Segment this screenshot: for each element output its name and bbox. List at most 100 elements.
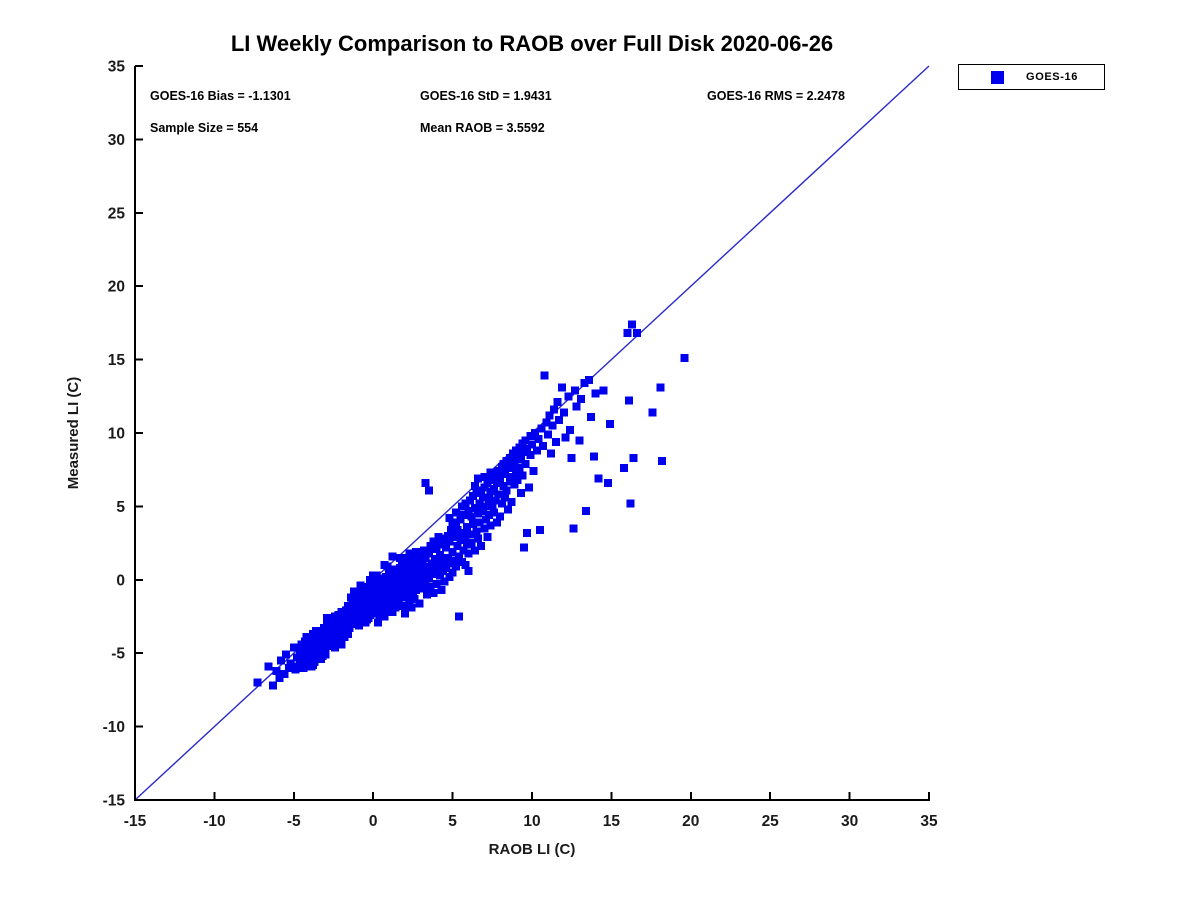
- scatter-point: [570, 386, 579, 395]
- scatter-point: [378, 603, 387, 612]
- scatter-point: [510, 480, 519, 489]
- scatter-point: [528, 440, 536, 449]
- scatter-point: [547, 449, 556, 458]
- scatter-point: [585, 376, 594, 385]
- scatter-point: [313, 653, 322, 662]
- scatter-point: [304, 650, 313, 659]
- scatter-point: [456, 534, 465, 543]
- scatter-point: [623, 329, 632, 338]
- scatter-point: [405, 549, 414, 558]
- scatter-point: [505, 453, 514, 462]
- scatter-point: [489, 508, 498, 517]
- scatter-point: [396, 553, 405, 562]
- scatter-point: [337, 613, 346, 622]
- scatter-point: [474, 474, 483, 483]
- scatter-point: [483, 478, 492, 487]
- scatter-point: [604, 478, 613, 487]
- scatter-point: [413, 568, 422, 577]
- scatter-point: [366, 605, 375, 614]
- scatter-point: [526, 451, 535, 460]
- scatter-point: [445, 572, 454, 581]
- scatter-point: [427, 559, 436, 568]
- scatter-point: [404, 587, 413, 596]
- scatter-point: [648, 408, 657, 417]
- scatter-point: [443, 531, 452, 540]
- scatter-point: [361, 608, 370, 617]
- scatter-point: [575, 436, 584, 445]
- scatter-point: [380, 612, 389, 621]
- scatter-point: [485, 495, 494, 504]
- scatter-point: [494, 490, 503, 499]
- scatter-point: [507, 497, 516, 506]
- scatter-point: [567, 453, 576, 462]
- scatter-point: [496, 512, 505, 521]
- scatter-point: [550, 405, 559, 414]
- scatter-point: [494, 467, 503, 476]
- scatter-point: [450, 556, 459, 565]
- scatter-point: [383, 562, 392, 571]
- scatter-point: [445, 537, 454, 546]
- x-tick-label: -5: [287, 813, 301, 830]
- scatter-point: [459, 546, 468, 555]
- scatter-point: [461, 536, 470, 545]
- scatter-point: [477, 542, 486, 551]
- scatter-point: [564, 392, 573, 401]
- chart-title: LI Weekly Comparison to RAOB over Full D…: [230, 31, 834, 56]
- scatter-point: [470, 546, 479, 555]
- scatter-point: [545, 411, 554, 420]
- scatter-point: [470, 481, 479, 490]
- scatter-point: [466, 530, 475, 539]
- x-tick-label: 35: [920, 813, 938, 830]
- scatter-point: [334, 631, 343, 640]
- y-tick-label: 20: [108, 279, 125, 296]
- scatter-point: [275, 674, 284, 683]
- scatter-point: [508, 473, 517, 482]
- scatter-point: [445, 514, 454, 523]
- scatter-point: [388, 552, 397, 561]
- scatter-point: [337, 640, 346, 649]
- scatter-point: [437, 540, 446, 549]
- scatter-point: [497, 499, 506, 508]
- scatter-point: [329, 621, 338, 630]
- scatter-point: [439, 556, 448, 565]
- scatter-point: [354, 593, 363, 602]
- scatter-point: [319, 644, 328, 653]
- scatter-point: [407, 574, 416, 583]
- scatter-point: [599, 386, 608, 395]
- scatter-point: [312, 635, 321, 644]
- scatter-point: [558, 383, 567, 392]
- scatter-point: [286, 659, 295, 668]
- scatter-point: [356, 581, 365, 590]
- scatter-point: [443, 553, 452, 562]
- scatter-point: [554, 415, 563, 424]
- scatter-point: [440, 577, 449, 586]
- scatter-point: [532, 446, 541, 455]
- scatter-point: [372, 584, 381, 593]
- scatter-point: [299, 663, 308, 672]
- scatter-point: [269, 681, 278, 690]
- scatter-point: [285, 663, 294, 672]
- scatter-point: [397, 566, 406, 575]
- scatter-point: [462, 522, 471, 531]
- scatter-point: [416, 550, 425, 559]
- scatter-point: [526, 431, 535, 440]
- scatter-point: [280, 669, 289, 678]
- scatter-point: [467, 512, 476, 521]
- scatter-point: [475, 518, 484, 527]
- scatter-point: [340, 625, 349, 634]
- scatter-point: [410, 555, 419, 564]
- scatter-point: [281, 650, 290, 659]
- x-tick-label: 10: [523, 813, 540, 830]
- stat-annotation-rms: GOES-16 RMS = 2.2478: [707, 89, 845, 103]
- scatter-point: [326, 615, 335, 624]
- scatter-point: [451, 562, 460, 571]
- scatter-point: [520, 543, 529, 552]
- scatter-point: [499, 481, 508, 490]
- scatter-point: [381, 594, 390, 603]
- scatter-point: [431, 555, 440, 564]
- scatter-point: [404, 580, 413, 589]
- scatter-point: [405, 596, 414, 605]
- stat-annotation-sample-size: Sample Size = 554: [150, 121, 259, 135]
- scatter-point: [475, 499, 484, 508]
